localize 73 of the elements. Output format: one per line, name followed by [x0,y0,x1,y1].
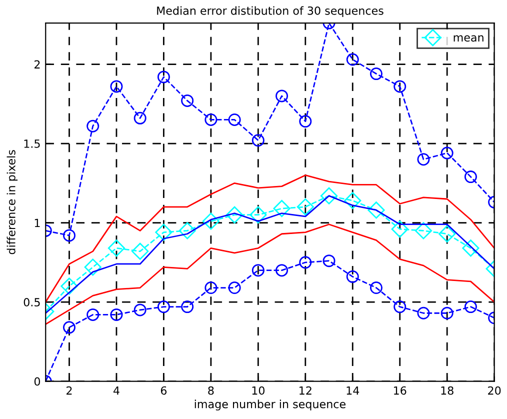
point [155,224,172,241]
point [440,146,454,160]
x-tick-label: 4 [113,386,120,395]
point [417,306,430,320]
point [108,240,126,257]
point [414,222,432,240]
point [368,202,385,219]
point [157,300,170,314]
legend-label: mean [454,35,484,42]
y-tick-label: 2 [34,60,40,68]
point [228,282,241,294]
point [226,206,244,224]
point [250,206,267,224]
point [252,264,264,277]
y-tick-label: 1 [34,218,40,227]
point [134,112,146,124]
point [134,304,146,316]
point [181,94,194,107]
point [60,278,78,295]
point [440,306,454,320]
chart-title: Median error distibution of 30 sequences [157,6,384,18]
y-axis-title: difference in pixels [6,150,18,254]
point [273,200,290,218]
line-series [46,224,494,325]
point [462,240,480,257]
x-tick-label: 20 [488,386,501,395]
point [86,120,100,132]
point [346,270,359,283]
point [84,258,102,276]
point [202,212,220,230]
point [320,187,338,204]
point [252,134,264,147]
x-tick-label: 12 [300,386,312,395]
point [86,308,100,321]
point [157,70,170,84]
point [62,321,76,334]
point [346,53,359,66]
point [464,170,477,184]
x-tick-label: 18 [441,386,454,395]
point [370,68,382,80]
point [394,300,406,314]
point [296,198,314,216]
y-tick-label: 0.5 [24,298,40,306]
point [417,153,430,166]
point [178,222,196,240]
point [438,225,456,242]
y-tick-label: 1.5 [24,140,40,148]
point [464,300,477,314]
point [204,113,218,126]
x-tick-label: 14 [346,386,360,395]
x-tick-label: 16 [394,386,406,395]
point [322,254,336,268]
point [132,242,149,260]
point [370,282,382,294]
point [62,229,76,242]
x-tick-label: 6 [160,386,167,395]
point [299,115,312,128]
point [204,282,218,294]
point [276,264,288,277]
point [394,80,406,93]
x-tick-label: 8 [208,386,214,395]
y-tick-label: 0 [34,377,40,386]
point [181,300,194,314]
x-tick-label: 2 [66,386,72,395]
point [344,192,362,210]
x-axis-title: image number in sequence [194,400,346,410]
point [110,80,123,93]
point [276,90,288,102]
x-tick-label: 10 [252,386,264,395]
point [110,308,123,321]
point [299,256,312,269]
point [228,113,241,126]
point [391,220,408,238]
